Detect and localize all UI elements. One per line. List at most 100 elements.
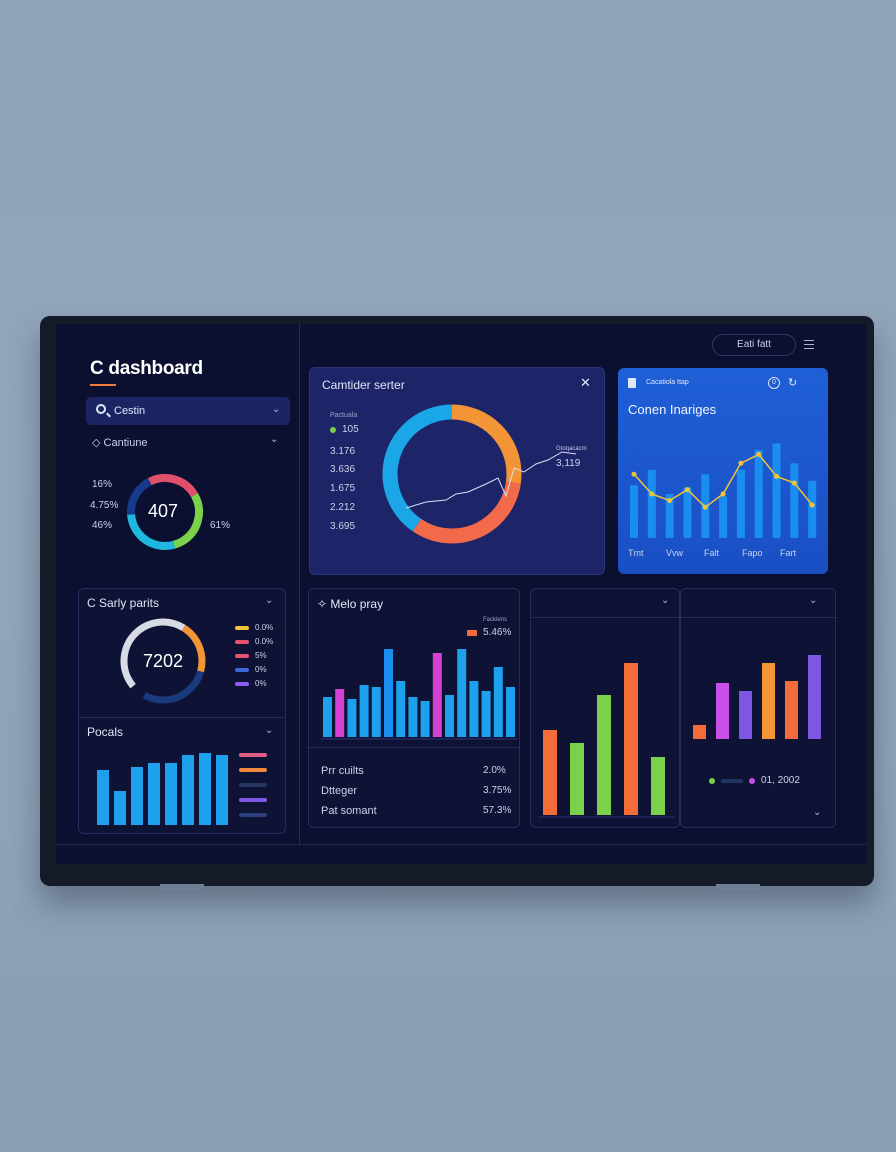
- legend-swatch: [239, 798, 267, 802]
- legend-label: 0%: [255, 665, 267, 674]
- hamburger-menu-icon[interactable]: [804, 340, 814, 349]
- legend-caption: Pactuala: [330, 412, 358, 419]
- legend-item: 0.0%: [235, 623, 273, 632]
- legend-dot: [709, 777, 715, 784]
- annotation-caption: Gtoqacacm: [556, 446, 587, 452]
- chart-point: [774, 473, 780, 479]
- chart-bar: [624, 663, 638, 815]
- info-icon[interactable]: 0: [768, 377, 780, 389]
- x-tick-label: Vvw: [666, 548, 684, 558]
- x-tick-label: Tmt: [628, 548, 644, 558]
- donut-right-label: 61%: [210, 520, 231, 531]
- legend-label: 0.0%: [255, 623, 274, 632]
- chevron-down-icon[interactable]: ⌄: [265, 725, 274, 736]
- footer-divider: [56, 844, 866, 845]
- legend-dot: [330, 426, 336, 433]
- stats-label: Dtteger: [321, 785, 358, 797]
- chart-bar: [408, 697, 418, 737]
- section-label[interactable]: ◇ Cantiune: [92, 437, 148, 449]
- chart-bar: [493, 667, 503, 737]
- stats-value: 2.0%: [483, 765, 506, 776]
- x-tick-label: Falt: [704, 548, 720, 558]
- chart-point: [702, 504, 708, 510]
- refresh-icon[interactable]: ↻: [788, 377, 798, 389]
- chart-point: [738, 460, 744, 466]
- search-field[interactable]: Cestin ⌄: [86, 397, 290, 425]
- legend-swatch: [467, 629, 477, 636]
- legend-item: 5.46%: [467, 627, 511, 638]
- legend-label: 0.0%: [255, 637, 274, 646]
- chart-bar: [719, 496, 728, 538]
- chart-bar: [739, 691, 752, 739]
- donut-segment-navy: [120, 618, 206, 704]
- legend-swatch: [239, 768, 267, 772]
- subsection-title: Pocals: [87, 725, 124, 739]
- donut-segment-cyan: [127, 474, 203, 550]
- chart-bar: [359, 685, 369, 737]
- chart-bar: [762, 663, 775, 739]
- chart-bar: [199, 753, 211, 825]
- stats-value: 3.75%: [483, 785, 512, 796]
- chevron-down-icon[interactable]: ⌄: [265, 595, 274, 606]
- chevron-down-icon[interactable]: ⌄: [661, 595, 670, 606]
- sarly-parits-card: C Sarly parits ⌄ 7202 0.0% 0.0% 5% 0% 0% Poc…: [78, 588, 286, 834]
- bar-card-b: ⌄ ⌄ 01, 2002 ⌄: [661, 588, 836, 828]
- chart-point: [649, 491, 655, 497]
- camtider-card: Camtider serter ✕ Pactuala 105 3.176 3.6…: [309, 367, 605, 575]
- chart-bar: [97, 770, 109, 825]
- chevron-down-icon[interactable]: ⌄: [270, 434, 279, 445]
- legend-caption: Fackiens: [483, 617, 508, 623]
- donut-segment-coral: [382, 404, 522, 544]
- chart-bar: [772, 443, 781, 538]
- legend-item: 105: [330, 424, 359, 435]
- legend-swatch: [239, 783, 267, 787]
- chart-point: [720, 491, 726, 497]
- donut-segment-blue: [382, 404, 522, 544]
- chart-bar: [665, 494, 674, 538]
- chart-point: [667, 498, 673, 504]
- card-title: Conen Inariges: [628, 402, 717, 417]
- chart-bar: [570, 743, 584, 815]
- card-caption: Cacatiola ttap: [646, 379, 689, 386]
- chart-bar: [420, 701, 430, 737]
- chart-point: [809, 502, 815, 508]
- legend-swatch: [239, 753, 267, 757]
- legend-item: 0%: [235, 679, 267, 688]
- conen-card: Cacatiola ttap 0 ↻ Conen Inariges Tmt Vvw…: [618, 368, 828, 574]
- legend-item: 0%: [235, 665, 267, 674]
- legend-label: 5%: [255, 651, 267, 660]
- chart-bar: [216, 755, 228, 825]
- close-icon[interactable]: ✕: [580, 375, 591, 390]
- stats-value: 57.3%: [483, 805, 512, 816]
- chart-bar: [790, 463, 799, 538]
- chart-bar: [736, 469, 745, 538]
- card-title: C Sarly parits: [87, 596, 160, 610]
- stand-foot-right: [716, 884, 760, 890]
- bar-chart-a: [539, 663, 675, 818]
- value-label: 1.675: [330, 483, 356, 494]
- chart-point: [631, 471, 637, 477]
- stats-label: Prr cuilts: [321, 765, 364, 777]
- legend-item: 5%: [235, 651, 267, 660]
- chart-bar: [693, 725, 706, 739]
- card-divider: [309, 747, 519, 748]
- legend-label: 0%: [255, 679, 267, 688]
- chart-bar: [716, 683, 729, 739]
- chevron-down-icon[interactable]: ⌄: [809, 595, 818, 606]
- page-title: C dashboard: [90, 358, 203, 379]
- chevron-down-icon[interactable]: ⌄: [272, 404, 281, 415]
- chart-bar: [445, 695, 454, 737]
- edit-button[interactable]: Eati fatt: [712, 334, 796, 356]
- card-divider: [79, 717, 285, 718]
- x-tick-label: Fart: [780, 548, 797, 558]
- donut-segment-orange: [120, 618, 206, 704]
- search-label: Cestin: [114, 405, 146, 417]
- chart-bar: [506, 687, 515, 737]
- chart-bar: [630, 485, 638, 538]
- chart-bar: [808, 480, 817, 538]
- chart-bar: [335, 689, 345, 737]
- chart-bar: [481, 691, 491, 737]
- legend-dot: [749, 777, 755, 784]
- x-axis-labels: Tmt Vvw Falt Fapo Fart: [628, 548, 818, 560]
- chevron-down-icon[interactable]: ⌄: [813, 807, 822, 818]
